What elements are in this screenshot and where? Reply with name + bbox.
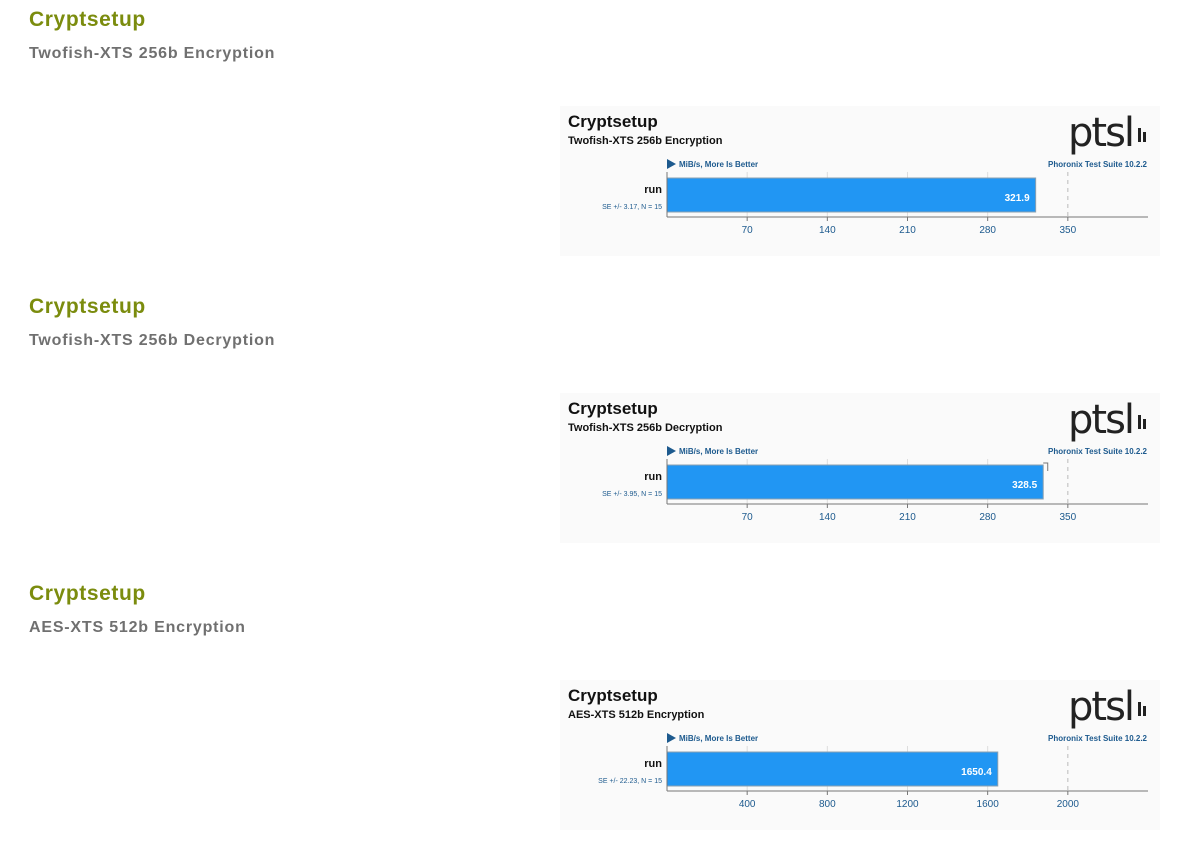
x-tick-label: 70 <box>742 512 754 523</box>
triangle-icon <box>667 733 676 743</box>
x-tick-label: 70 <box>742 225 754 236</box>
error-bar <box>1043 462 1049 471</box>
chart-title: Cryptsetup <box>568 399 658 418</box>
chart-svg: Cryptsetup Twofish-XTS 256b Encryption pts… <box>568 110 1148 236</box>
se-note: SE +/- 22.23, N = 15 <box>598 778 662 785</box>
category-label: run <box>644 184 662 196</box>
suite-label: Phoronix Test Suite 10.2.2 <box>1048 447 1148 456</box>
section-subtitle: Twofish-XTS 256b Encryption <box>29 45 276 62</box>
bar-value-label: 328.5 <box>1012 480 1037 491</box>
chart-panel: Cryptsetup Twofish-XTS 256b Encryption pts… <box>560 106 1160 256</box>
x-tick-label: 280 <box>979 225 996 236</box>
section-title: Cryptsetup <box>29 295 146 318</box>
category-label: run <box>644 758 662 770</box>
x-tick-label: 1200 <box>896 799 919 810</box>
chart-subtitle: Twofish-XTS 256b Decryption <box>568 422 723 434</box>
logo-bar-icon <box>1143 419 1146 429</box>
ptsl-logo: ptsl <box>1068 110 1133 156</box>
unit-note: MiB/s, More Is Better <box>679 447 758 456</box>
chart-subtitle: Twofish-XTS 256b Encryption <box>568 135 723 147</box>
ptsl-logo: ptsl <box>1068 684 1133 730</box>
category-label: run <box>644 471 662 483</box>
section-title: Cryptsetup <box>29 582 146 605</box>
se-note: SE +/- 3.95, N = 15 <box>602 491 662 498</box>
unit-note: MiB/s, More Is Better <box>679 734 758 743</box>
x-tick-label: 800 <box>819 799 836 810</box>
x-tick-label: 280 <box>979 512 996 523</box>
chart-panel: Cryptsetup AES-XTS 512b Encryption ptsl MiB… <box>560 680 1160 830</box>
chart-title: Cryptsetup <box>568 686 658 705</box>
section-subtitle: Twofish-XTS 256b Decryption <box>29 332 276 349</box>
bar-run <box>666 751 999 787</box>
chart-svg: Cryptsetup AES-XTS 512b Encryption ptsl MiB… <box>568 684 1148 810</box>
x-tick-label: 140 <box>819 512 836 523</box>
section-subtitle: AES-XTS 512b Encryption <box>29 619 246 636</box>
bar-run <box>666 177 1037 213</box>
suite-label: Phoronix Test Suite 10.2.2 <box>1048 734 1148 743</box>
suite-label: Phoronix Test Suite 10.2.2 <box>1048 160 1148 169</box>
triangle-icon <box>667 446 676 456</box>
section-title: Cryptsetup <box>29 8 146 31</box>
x-tick-label: 210 <box>899 512 916 523</box>
x-tick-label: 210 <box>899 225 916 236</box>
x-tick-label: 350 <box>1059 512 1076 523</box>
logo-bar-icon <box>1143 132 1146 142</box>
logo-bar-icon <box>1138 702 1141 716</box>
triangle-icon <box>667 159 676 169</box>
chart-svg: Cryptsetup Twofish-XTS 256b Decryption pts… <box>568 397 1148 523</box>
x-tick-label: 1600 <box>977 799 1000 810</box>
unit-note: MiB/s, More Is Better <box>679 160 758 169</box>
logo-bar-icon <box>1138 415 1141 429</box>
chart-panel: Cryptsetup Twofish-XTS 256b Decryption pts… <box>560 393 1160 543</box>
bar-value-label: 321.9 <box>1005 193 1030 204</box>
bar-value-label: 1650.4 <box>961 767 992 778</box>
logo-bar-icon <box>1143 706 1146 716</box>
x-tick-label: 400 <box>739 799 756 810</box>
ptsl-logo: ptsl <box>1068 397 1133 443</box>
x-tick-label: 350 <box>1059 225 1076 236</box>
chart-subtitle: AES-XTS 512b Encryption <box>568 709 705 721</box>
se-note: SE +/- 3.17, N = 15 <box>602 204 662 211</box>
x-tick-label: 2000 <box>1057 799 1080 810</box>
x-tick-label: 140 <box>819 225 836 236</box>
chart-title: Cryptsetup <box>568 112 658 131</box>
bar-run <box>666 464 1044 500</box>
logo-bar-icon <box>1138 128 1141 142</box>
